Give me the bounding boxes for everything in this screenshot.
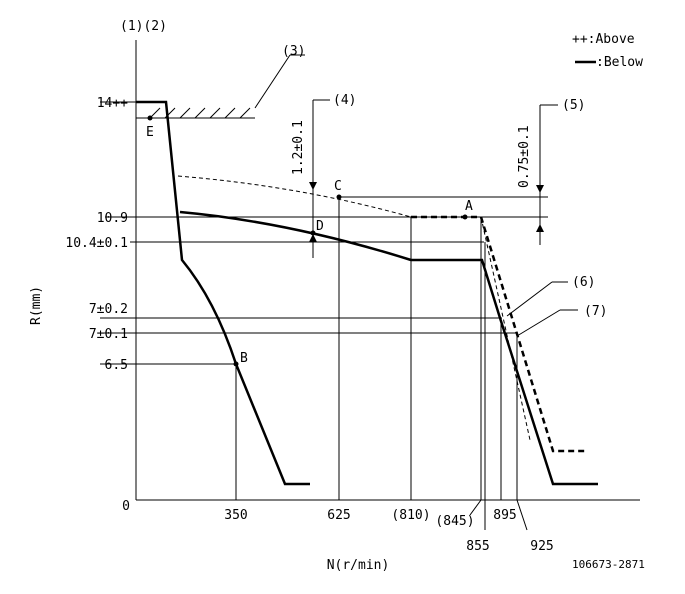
legend-above: ++:Above [572,32,635,47]
x-label: 925 [530,539,553,554]
x-label: (845) [435,514,474,529]
point-label: A [465,199,473,214]
x-label: 855 [466,539,489,554]
callout: (4) [333,93,356,108]
callout: (7) [584,304,607,319]
y-label: 0 [122,499,130,514]
callout: (3) [282,44,305,59]
y-label: 7±0.1 [89,327,128,342]
drawing-code: 106673-2871 [572,558,645,571]
tolerance: 1.2±0.1 [291,120,306,175]
point-dots [147,115,544,367]
x-label: (810) [391,508,430,523]
x-title: N(r/min) [327,558,390,573]
axes [135,40,640,501]
legend-below: :Below [596,55,643,70]
y-title: R(mm) [29,286,44,325]
callout: (6) [572,275,595,290]
point-label: D [316,219,324,234]
x-label: 625 [327,508,350,523]
y-label: 10.4±0.1 [65,236,128,251]
y-label: 14++ [97,96,128,111]
tolerance: 0.75±0.1 [517,125,532,188]
guide-lines [100,54,578,531]
point-label: E [146,125,154,140]
y-label: 10.9 [97,211,128,226]
point-label: C [334,179,342,194]
callout: (5) [562,98,585,113]
y-label: 6.5 [105,358,128,373]
x-label: 895 [493,508,516,523]
point-label: B [240,351,248,366]
y-label: 7±0.2 [89,302,128,317]
ref: (1)(2) [120,19,167,34]
x-label: 350 [224,508,247,523]
hatch [136,107,255,119]
